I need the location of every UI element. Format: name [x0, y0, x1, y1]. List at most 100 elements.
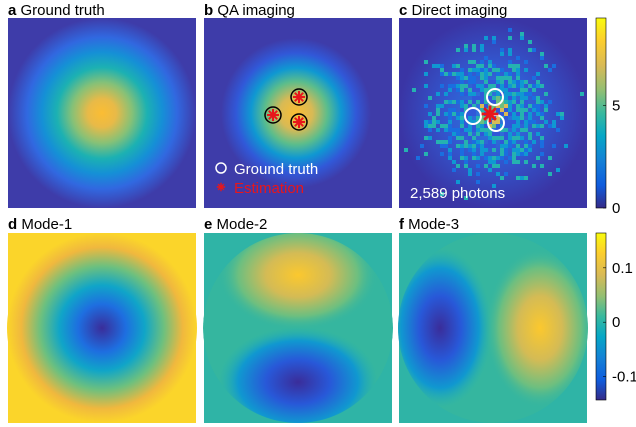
- noise-pixel: [524, 92, 528, 96]
- noise-pixel: [468, 108, 472, 112]
- noise-pixel: [508, 48, 512, 52]
- noise-pixel: [508, 80, 512, 84]
- noise-pixel: [504, 104, 508, 108]
- noise-pixel: [512, 68, 516, 72]
- noise-pixel: [488, 64, 492, 68]
- noise-pixel: [508, 88, 512, 92]
- noise-pixel: [484, 164, 488, 168]
- noise-pixel: [448, 84, 452, 88]
- noise-pixel: [476, 144, 480, 148]
- noise-pixel: [520, 36, 524, 40]
- legend-label: Estimation: [234, 180, 304, 197]
- noise-pixel: [504, 88, 508, 92]
- noise-pixel: [520, 92, 524, 96]
- noise-pixel: [500, 148, 504, 152]
- noise-pixel: [460, 156, 464, 160]
- noise-pixel: [496, 116, 500, 120]
- noise-pixel: [500, 136, 504, 140]
- noise-pixel: [476, 156, 480, 160]
- noise-pixel: [520, 104, 524, 108]
- noise-pixel: [532, 124, 536, 128]
- noise-pixel: [516, 56, 520, 60]
- noise-pixel: [492, 132, 496, 136]
- noise-pixel: [520, 32, 524, 36]
- noise-pixel: [516, 104, 520, 108]
- panel-label: a Ground truth: [8, 2, 105, 19]
- noise-pixel: [508, 144, 512, 148]
- noise-pixel: [484, 76, 488, 80]
- noise-pixel: [488, 84, 492, 88]
- noise-pixel: [496, 108, 500, 112]
- noise-pixel: [536, 104, 540, 108]
- noise-pixel: [508, 64, 512, 68]
- noise-pixel: [448, 156, 452, 160]
- noise-pixel: [456, 76, 460, 80]
- noise-pixel: [460, 144, 464, 148]
- noise-pixel: [516, 148, 520, 152]
- noise-pixel: [492, 136, 496, 140]
- noise-pixel: [440, 152, 444, 156]
- noise-pixel: [516, 176, 520, 180]
- noise-pixel: [452, 64, 456, 68]
- noise-pixel: [436, 120, 440, 124]
- noise-pixel: [428, 124, 432, 128]
- noise-pixel: [516, 120, 520, 124]
- noise-pixel: [496, 80, 500, 84]
- noise-pixel: [488, 96, 492, 100]
- noise-pixel: [508, 60, 512, 64]
- noise-pixel: [424, 60, 428, 64]
- noise-pixel: [540, 112, 544, 116]
- noise-pixel: [536, 96, 540, 100]
- noise-pixel: [492, 40, 496, 44]
- noise-pixel: [512, 124, 516, 128]
- panel-label: f Mode-3: [399, 216, 459, 233]
- noise-pixel: [468, 124, 472, 128]
- noise-pixel: [468, 172, 472, 176]
- noise-pixel: [464, 132, 468, 136]
- noise-pixel: [496, 84, 500, 88]
- noise-pixel: [464, 128, 468, 132]
- noise-pixel: [528, 84, 532, 88]
- noise-pixel: [440, 72, 444, 76]
- noise-pixel: [468, 104, 472, 108]
- noise-pixel: [476, 68, 480, 72]
- noise-pixel: [504, 152, 508, 156]
- noise-pixel: [508, 124, 512, 128]
- noise-pixel: [464, 120, 468, 124]
- noise-pixel: [496, 72, 500, 76]
- noise-pixel: [528, 40, 532, 44]
- noise-pixel: [460, 68, 464, 72]
- noise-pixel: [540, 116, 544, 120]
- noise-pixel: [472, 144, 476, 148]
- panel-a: a Ground truth: [8, 2, 196, 208]
- noise-pixel: [516, 160, 520, 164]
- noise-pixel: [540, 164, 544, 168]
- noise-pixel: [484, 132, 488, 136]
- noise-pixel: [484, 148, 488, 152]
- noise-pixel: [500, 140, 504, 144]
- noise-pixel: [504, 72, 508, 76]
- noise-pixel: [516, 144, 520, 148]
- noise-pixel: [504, 96, 508, 100]
- noise-pixel: [512, 92, 516, 96]
- noise-pixel: [456, 164, 460, 168]
- noise-pixel: [472, 88, 476, 92]
- noise-pixel: [448, 120, 452, 124]
- noise-pixel: [512, 100, 516, 104]
- noise-pixel: [460, 136, 464, 140]
- noise-pixel: [532, 84, 536, 88]
- noise-pixel: [492, 184, 496, 188]
- noise-pixel: [488, 156, 492, 160]
- colorbar-tick-label: -0.1: [612, 369, 636, 386]
- heatmap: [7, 233, 197, 423]
- noise-pixel: [544, 120, 548, 124]
- noise-pixel: [428, 120, 432, 124]
- noise-pixel: [476, 96, 480, 100]
- noise-pixel: [480, 44, 484, 48]
- noise-pixel: [512, 112, 516, 116]
- noise-pixel: [496, 164, 500, 168]
- noise-pixel: [472, 96, 476, 100]
- legend-marker: [215, 162, 227, 174]
- noise-pixel: [496, 172, 500, 176]
- noise-pixel: [524, 100, 528, 104]
